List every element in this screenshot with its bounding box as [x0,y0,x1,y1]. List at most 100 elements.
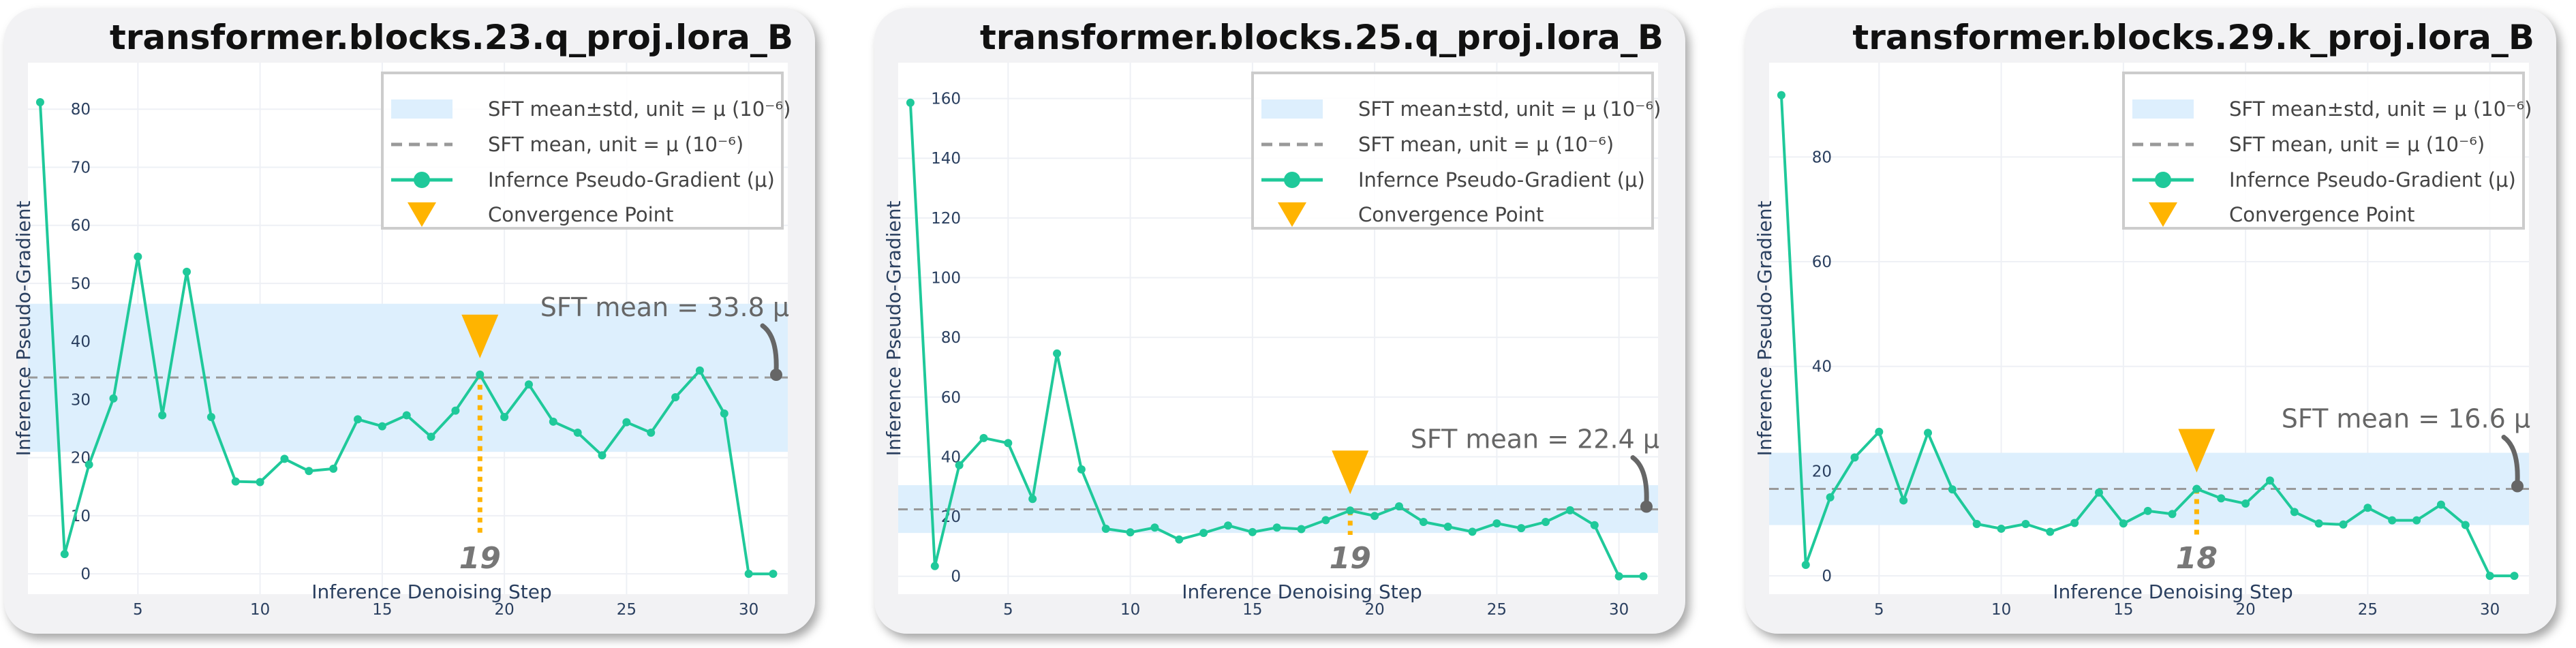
data-point [305,467,313,476]
data-point [1492,519,1501,528]
convergence-marker [461,314,499,358]
y-tick-label: 80 [1812,149,1832,166]
data-point [1542,517,1550,526]
chart-svg: transformer.blocks.25.q_proj.lora_B 5 10 15… [883,18,1663,619]
y-tick-label: 30 [71,391,91,409]
data-point [1346,506,1355,515]
data-point [1321,516,1330,525]
data-point [1777,91,1785,99]
data-point [622,418,631,427]
x-tick-label: 5 [1874,601,1884,619]
x-tick-label: 20 [2235,601,2255,619]
data-point [2168,510,2177,519]
legend-band-label: SFT mean±std, unit = μ (10⁻⁶) [488,97,791,121]
data-point [1997,524,2006,533]
convergence-marker [2178,429,2215,473]
data-point [1875,427,1884,436]
data-point [1028,495,1037,504]
x-tick-label: 5 [133,601,143,619]
data-point [1590,521,1599,529]
legend-marker-label: Convergence Point [488,203,673,226]
data-point [2436,500,2445,509]
data-point [1899,496,1908,505]
x-axis-label: Inference Denoising Step [1182,581,1422,603]
annotation-arrow-head [1640,500,1653,513]
legend-series-label: Infernce Pseudo-Gradient (μ) [2229,168,2516,191]
legend: SFT mean±std, unit = μ (10⁻⁶) SFT mean, u… [2122,72,2532,230]
x-tick-label: 15 [372,601,392,619]
data-point [979,433,988,442]
data-point [1850,453,1859,462]
legend-mean-label: SFT mean, unit = μ (10⁻⁶) [2229,133,2485,156]
y-tick-label: 120 [931,210,961,228]
data-point [2510,572,2519,581]
data-point [955,461,964,469]
y-tick-label: 80 [941,329,961,347]
legend-marker-swatch [408,202,436,227]
chart-title: transformer.blocks.23.q_proj.lora_B [110,18,793,57]
data-point [2485,572,2494,581]
data-point [1150,523,1159,532]
data-point [2290,508,2299,516]
chart-svg: transformer.blocks.23.q_proj.lora_B 5 10 15… [12,18,793,619]
y-tick-label: 60 [1812,253,1832,271]
data-point [1801,560,1810,569]
data-point [2070,519,2079,527]
y-tick-label: 20 [1812,463,1832,480]
legend-band-swatch [1261,99,1323,119]
data-point [280,454,289,463]
chart-svg: transformer.blocks.29.k_proj.lora_B 5 10 15… [1753,18,2534,619]
x-tick-label: 10 [1120,601,1140,619]
data-point [2021,520,2030,529]
data-point [524,380,533,389]
legend-box [381,72,784,230]
data-point [158,411,167,420]
data-point [549,417,557,426]
legend-marker-swatch [2149,202,2177,227]
y-tick-label: 100 [931,270,961,288]
data-point [256,478,264,487]
x-tick-label: 25 [617,601,637,619]
data-point [671,393,680,402]
data-point [85,460,93,469]
data-point [2265,476,2274,485]
chart-card: transformer.blocks.25.q_proj.lora_B 5 10 15… [874,8,1685,634]
data-point [2143,506,2152,515]
y-tick-label: 80 [71,101,91,119]
data-point [906,98,915,107]
data-point [206,413,215,421]
data-point [60,550,69,559]
legend: SFT mean±std, unit = μ (10⁻⁶) SFT mean, u… [1251,72,1661,230]
data-point [1948,485,1957,494]
data-point [1924,429,1933,437]
convergence-step-label: 19 [459,541,501,576]
legend-box [1251,72,1654,230]
data-point [1370,512,1379,521]
data-point [109,394,118,403]
sft-mean-annotation: SFT mean = 22.4 μ [1411,425,1659,454]
legend-band-label: SFT mean±std, unit = μ (10⁻⁶) [1358,97,1661,121]
y-tick-label: 0 [1822,568,1832,585]
data-point [329,464,338,473]
data-point [1126,528,1135,537]
data-point [1468,527,1477,536]
data-point [1272,523,1281,532]
sft-mean-annotation: SFT mean = 33.8 μ [540,292,789,322]
legend-series-label: Infernce Pseudo-Gradient (μ) [1358,168,1645,191]
y-tick-label: 60 [941,389,961,407]
y-tick-label: 40 [1812,358,1832,376]
data-point [1004,439,1013,448]
x-tick-label: 30 [2480,601,2500,619]
y-tick-label: 140 [931,150,961,168]
data-point [1443,522,1452,531]
x-tick-label: 20 [1364,601,1384,619]
legend-mean-label: SFT mean, unit = μ (10⁻⁶) [1358,133,1614,156]
convergence-step-label: 19 [1330,541,1371,576]
data-point [647,429,656,437]
legend-marker-label: Convergence Point [1358,203,1544,226]
data-point [744,570,753,578]
data-point [2046,527,2055,536]
chart-card: transformer.blocks.23.q_proj.lora_B 5 10 15… [4,8,815,634]
legend-band-swatch [391,99,453,119]
data-point [35,97,44,106]
